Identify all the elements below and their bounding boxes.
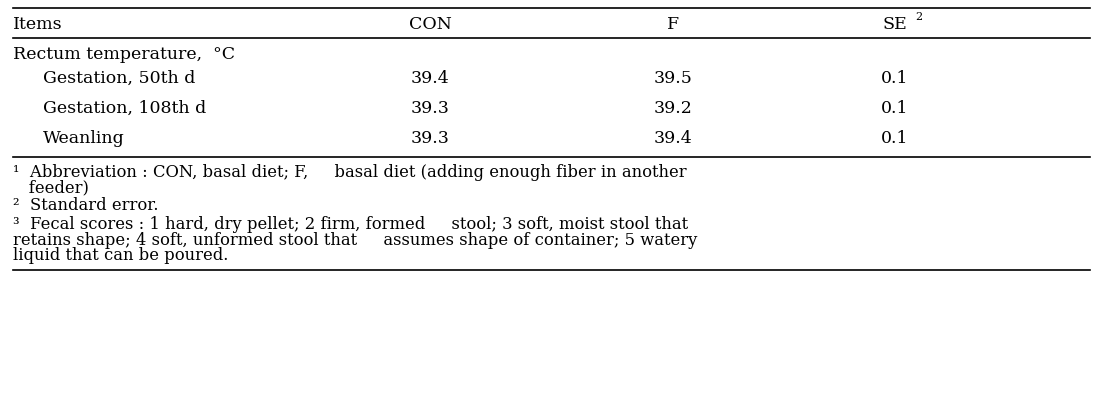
Text: 39.3: 39.3 bbox=[411, 130, 449, 146]
Text: 0.1: 0.1 bbox=[881, 70, 909, 86]
Text: Gestation, 108th d: Gestation, 108th d bbox=[43, 100, 206, 116]
Text: Rectum temperature,  °C: Rectum temperature, °C bbox=[13, 45, 235, 63]
Text: 39.4: 39.4 bbox=[411, 70, 449, 86]
Text: 39.4: 39.4 bbox=[654, 130, 692, 146]
Text: liquid that can be poured.: liquid that can be poured. bbox=[13, 248, 229, 264]
Text: SE: SE bbox=[882, 15, 907, 33]
Text: 2: 2 bbox=[915, 12, 922, 22]
Text: Items: Items bbox=[13, 15, 63, 33]
Text: 39.5: 39.5 bbox=[654, 70, 692, 86]
Text: 39.3: 39.3 bbox=[411, 100, 449, 116]
Text: Weanling: Weanling bbox=[43, 130, 125, 146]
Text: 0.1: 0.1 bbox=[881, 100, 909, 116]
Text: ³  Fecal scores : 1 hard, dry pellet; 2 firm, formed     stool; 3 soft, moist st: ³ Fecal scores : 1 hard, dry pellet; 2 f… bbox=[13, 216, 688, 233]
Text: 39.2: 39.2 bbox=[654, 100, 692, 116]
Text: 0.1: 0.1 bbox=[881, 130, 909, 146]
Text: F: F bbox=[667, 15, 679, 33]
Text: ²  Standard error.: ² Standard error. bbox=[13, 196, 159, 214]
Text: retains shape; 4 soft, unformed stool that     assumes shape of container; 5 wat: retains shape; 4 soft, unformed stool th… bbox=[13, 231, 698, 249]
Text: feeder): feeder) bbox=[13, 179, 89, 196]
Text: ¹  Abbreviation : CON, basal diet; F,     basal diet (adding enough fiber in ano: ¹ Abbreviation : CON, basal diet; F, bas… bbox=[13, 163, 687, 181]
Text: Gestation, 50th d: Gestation, 50th d bbox=[43, 70, 195, 86]
Text: CON: CON bbox=[408, 15, 452, 33]
